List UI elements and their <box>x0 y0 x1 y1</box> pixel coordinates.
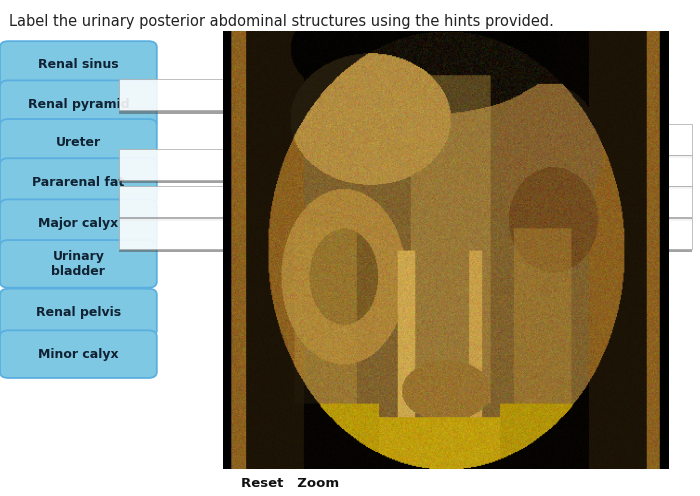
Text: Ureter: Ureter <box>56 136 101 149</box>
FancyBboxPatch shape <box>0 158 157 206</box>
Text: Pararenal fat: Pararenal fat <box>32 176 125 188</box>
FancyBboxPatch shape <box>588 155 692 158</box>
FancyBboxPatch shape <box>119 180 223 183</box>
FancyBboxPatch shape <box>119 249 223 252</box>
FancyBboxPatch shape <box>588 155 692 186</box>
Text: Renal sinus: Renal sinus <box>38 59 119 71</box>
FancyBboxPatch shape <box>0 240 157 288</box>
FancyBboxPatch shape <box>588 186 692 217</box>
FancyBboxPatch shape <box>588 186 692 189</box>
Text: Reset   Zoom: Reset Zoom <box>241 477 340 490</box>
Text: Renal pelvis: Renal pelvis <box>36 306 121 319</box>
FancyBboxPatch shape <box>0 80 157 128</box>
FancyBboxPatch shape <box>0 41 157 89</box>
Text: Renal pyramid: Renal pyramid <box>27 98 130 111</box>
FancyBboxPatch shape <box>0 199 157 247</box>
Text: Minor calyx: Minor calyx <box>38 348 119 361</box>
FancyBboxPatch shape <box>119 217 223 221</box>
FancyBboxPatch shape <box>0 330 157 378</box>
FancyBboxPatch shape <box>588 218 692 249</box>
FancyBboxPatch shape <box>588 124 692 155</box>
FancyBboxPatch shape <box>119 186 223 217</box>
FancyBboxPatch shape <box>0 119 157 167</box>
Text: Major calyx: Major calyx <box>38 217 118 230</box>
Text: Label the urinary posterior abdominal structures using the hints provided.: Label the urinary posterior abdominal st… <box>9 14 554 29</box>
FancyBboxPatch shape <box>119 110 223 114</box>
FancyBboxPatch shape <box>119 149 223 180</box>
Text: Urinary
bladder: Urinary bladder <box>52 250 105 278</box>
FancyBboxPatch shape <box>588 217 692 221</box>
FancyBboxPatch shape <box>588 249 692 252</box>
FancyBboxPatch shape <box>119 218 223 249</box>
FancyBboxPatch shape <box>119 79 223 110</box>
FancyBboxPatch shape <box>0 289 157 336</box>
